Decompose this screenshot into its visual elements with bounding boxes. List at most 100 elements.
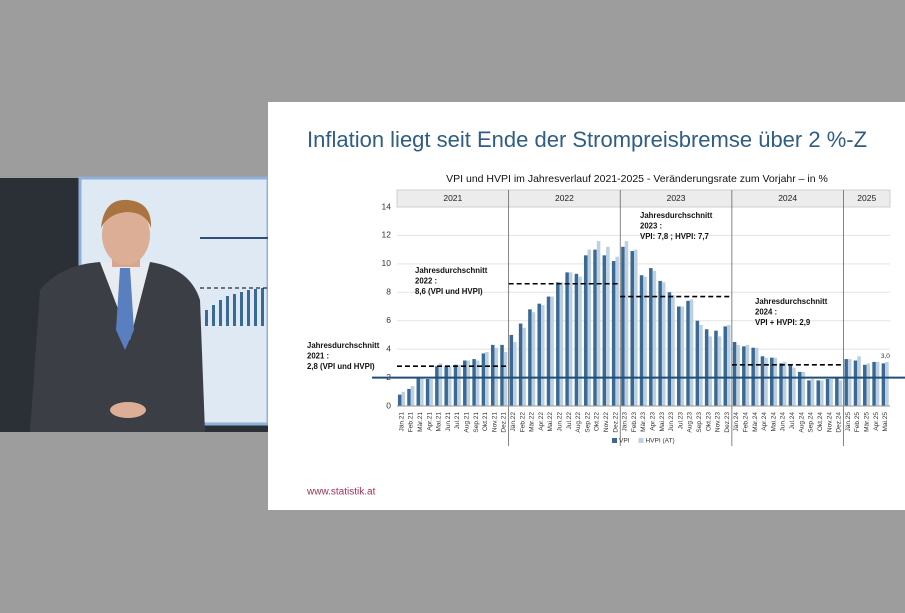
x-tick-label: Mai.22	[547, 412, 554, 432]
bar	[540, 305, 545, 406]
bar	[453, 364, 458, 406]
bar	[634, 249, 638, 406]
bar	[676, 306, 681, 406]
bar	[425, 378, 430, 406]
bar	[475, 360, 480, 406]
x-tick-label: Okt.24	[817, 412, 824, 432]
slide-title: Inflation liegt seit Ende der Strompreis…	[307, 127, 867, 152]
bar	[513, 342, 517, 406]
bar	[844, 359, 848, 406]
bar	[615, 256, 619, 406]
x-tick-label: Apr.23	[650, 412, 657, 431]
bar	[671, 295, 675, 406]
bar	[574, 273, 579, 406]
x-tick-label: Mär.23	[640, 412, 647, 432]
bar	[782, 361, 787, 406]
x-tick-label: Jun.22	[557, 412, 564, 432]
bar	[490, 344, 495, 406]
x-tick-label: Feb.25	[854, 412, 861, 433]
video-feed	[0, 176, 270, 432]
legend-swatch	[612, 438, 617, 443]
bar	[801, 371, 805, 406]
bar	[528, 309, 532, 406]
bar	[643, 276, 647, 406]
footer-url: www.statistik.at	[306, 487, 376, 498]
bar	[835, 377, 839, 406]
x-tick-label: Jul.24	[789, 412, 796, 430]
bar	[652, 270, 657, 406]
year-label: 2021	[443, 193, 462, 203]
bar	[518, 323, 523, 406]
annotation-text: 2024 :	[755, 308, 777, 317]
year-label: 2023	[667, 193, 686, 203]
bar	[416, 377, 421, 406]
bar	[872, 361, 876, 406]
x-tick-label: Feb.23	[631, 412, 638, 433]
bar	[611, 261, 616, 406]
x-tick-label: Apr.24	[761, 412, 768, 431]
bar	[565, 272, 569, 406]
annotation-text: 2022 :	[415, 277, 437, 286]
legend-swatch	[638, 438, 644, 443]
bar	[770, 357, 774, 406]
x-tick-label: Mai.24	[770, 412, 777, 432]
bar	[457, 364, 461, 406]
bar	[658, 280, 662, 406]
bar	[410, 386, 415, 406]
x-tick-label: Jän.24	[733, 412, 740, 432]
x-tick-label: Jän.21	[398, 412, 405, 432]
bar	[732, 342, 737, 406]
bar	[881, 363, 886, 406]
face	[102, 205, 150, 265]
annotation-text: Jahresdurchschnitt	[307, 341, 380, 350]
bar	[578, 276, 582, 406]
x-tick-label: Jän.22	[510, 412, 517, 432]
bar	[556, 282, 560, 406]
bar	[764, 357, 768, 406]
annotation-text: Jahresdurchschnitt	[640, 211, 713, 220]
y-tick-label: 14	[382, 201, 392, 211]
bar	[760, 356, 765, 406]
bar	[429, 378, 433, 406]
bar	[807, 380, 811, 406]
bar	[537, 303, 541, 406]
bar	[639, 275, 644, 406]
x-tick-label: Apr.22	[538, 412, 545, 431]
bar	[509, 334, 514, 406]
x-tick-label: Feb.24	[743, 412, 750, 433]
hair	[101, 199, 152, 228]
x-tick-label: Dez.23	[724, 412, 731, 433]
chart-title: VPI und HVPI im Jahresverlauf 2021-2025 …	[446, 173, 828, 185]
x-tick-label: Aug.21	[463, 412, 470, 433]
bar	[723, 326, 728, 406]
x-tick-label: Feb.21	[408, 412, 415, 433]
x-tick-label: Apr.21	[426, 412, 433, 431]
bar	[500, 344, 504, 406]
bar	[481, 353, 486, 406]
y-tick-label: 8	[386, 287, 391, 297]
bar	[810, 378, 815, 406]
bar	[816, 380, 821, 406]
x-tick-label: Jän.23	[622, 412, 629, 432]
x-tick-label: Jul.21	[454, 412, 461, 430]
data-label: 3,0	[881, 353, 890, 360]
year-label: 2025	[857, 193, 876, 203]
bar	[689, 299, 694, 406]
bar	[602, 255, 607, 406]
x-tick-label: Jun.24	[780, 412, 787, 432]
bar	[621, 246, 625, 406]
bar	[624, 241, 629, 406]
bar	[773, 357, 778, 406]
bar	[522, 327, 526, 406]
bar	[606, 246, 610, 406]
bar	[401, 391, 405, 406]
bar	[568, 272, 573, 406]
x-tick-label: Mai.21	[436, 412, 443, 432]
bar	[444, 366, 448, 406]
x-tick-label: Dez.24	[836, 412, 843, 433]
x-tick-label: Nov.23	[715, 412, 722, 432]
bar	[704, 329, 709, 406]
x-tick-label: Aug.23	[687, 412, 694, 433]
